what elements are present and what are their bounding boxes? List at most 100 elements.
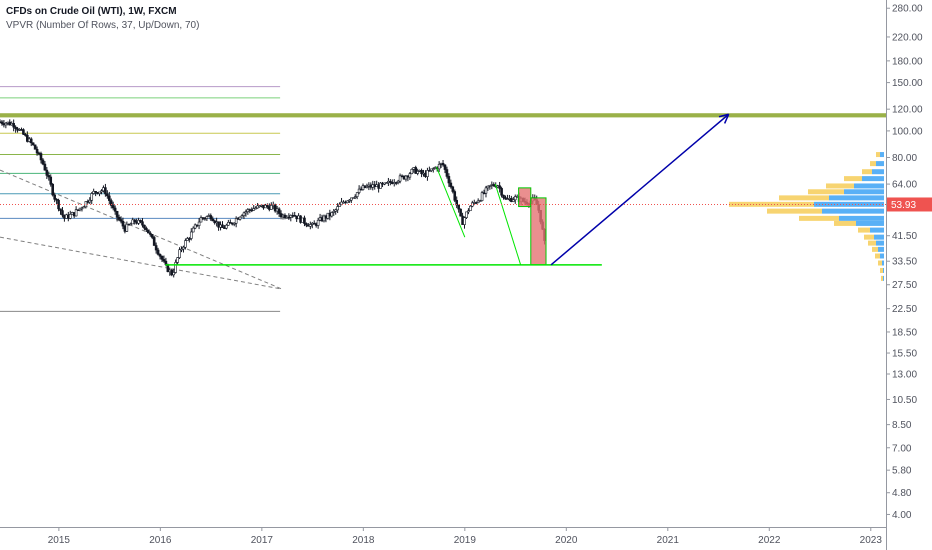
candle-body <box>512 199 515 202</box>
candle-body <box>31 142 35 146</box>
volume-profile-up-bar <box>839 215 884 221</box>
y-tick-label: 4.00 <box>892 510 912 521</box>
candle-body <box>498 185 501 189</box>
volume-profile-up-bar <box>883 267 884 273</box>
candle-body <box>29 138 33 144</box>
candle-body <box>283 214 287 218</box>
y-tick-label: 13.00 <box>892 370 917 381</box>
chart-legend: CFDs on Crude Oil (WTI), 1W, FXCM VPVR (… <box>6 5 199 33</box>
candle-body <box>408 173 412 178</box>
candle-body <box>209 215 213 220</box>
candle-body <box>232 222 236 225</box>
candle-body <box>353 196 357 198</box>
candle-body <box>445 169 449 177</box>
candle-body <box>41 159 45 165</box>
x-tick-label: 2016 <box>149 535 172 546</box>
candle-body <box>156 249 160 255</box>
candle-body <box>24 134 27 136</box>
candle-body <box>420 170 423 175</box>
price-badge <box>887 197 932 212</box>
candle-body <box>385 182 388 184</box>
candle-body <box>500 188 503 196</box>
candle-body <box>22 129 25 135</box>
candle-body <box>365 186 369 188</box>
candle-body <box>47 175 51 178</box>
volume-profile-down-bar <box>880 267 883 273</box>
candle-body <box>14 126 17 129</box>
candle-body <box>348 199 351 202</box>
candle-body <box>125 223 129 232</box>
candle-body <box>478 200 482 202</box>
y-tick-label: 150.00 <box>892 78 923 89</box>
y-tick-label: 22.50 <box>892 304 917 315</box>
candle-body <box>133 219 136 223</box>
candle-body <box>273 204 277 212</box>
volume-profile-up-bar <box>829 195 884 201</box>
candle-body <box>350 197 353 201</box>
candle-body <box>426 170 429 177</box>
candle-body <box>492 184 496 187</box>
candle-body <box>160 255 164 260</box>
volume-profile-up-bar <box>822 208 884 214</box>
candle-body <box>211 218 215 222</box>
y-tick-label: 4.80 <box>892 488 912 499</box>
candle-body <box>449 182 453 188</box>
candle-body <box>143 224 146 229</box>
candle-body <box>164 260 168 265</box>
candle-body <box>80 207 84 210</box>
volume-profile-up-bar <box>862 176 884 182</box>
volume-profile-up-bar <box>844 189 884 195</box>
y-tick-label: 64.00 <box>892 180 917 191</box>
y-tick-label: 120.00 <box>892 105 923 116</box>
candle-body <box>152 237 156 246</box>
candle-body <box>45 169 49 176</box>
candle-body <box>107 195 111 201</box>
volume-profile-down-bar <box>862 169 872 175</box>
volume-profile-up-bar <box>880 152 884 158</box>
candle-body <box>106 193 109 197</box>
candle-body <box>389 180 392 183</box>
candle-body <box>49 176 53 185</box>
candle-body <box>184 240 187 248</box>
candle-body <box>121 220 125 227</box>
volume-profile-down-bar <box>834 220 856 226</box>
candle-body <box>205 216 209 219</box>
candle-body <box>447 176 451 184</box>
candle-body <box>252 208 256 211</box>
volume-profile-down-bar <box>767 208 822 214</box>
volume-profile-down-bar <box>870 161 876 167</box>
x-tick-label: 2023 <box>860 535 883 546</box>
candle-body <box>43 163 47 171</box>
candle-body <box>457 204 460 210</box>
candle-body <box>396 180 400 183</box>
candle-body <box>90 193 94 201</box>
candle-body <box>141 221 144 226</box>
candle-body <box>113 207 117 212</box>
volume-profile-up-bar <box>854 183 884 189</box>
candle-body <box>12 123 15 128</box>
candle-body <box>88 199 92 203</box>
candle-body <box>336 206 339 211</box>
y-tick-label: 41.50 <box>892 231 917 242</box>
candle-body <box>244 211 248 214</box>
symbol-title[interactable]: CFDs on Crude Oil (WTI), 1W, FXCM <box>6 6 177 17</box>
candle-body <box>234 218 238 224</box>
volume-profile-down-bar <box>875 253 880 259</box>
candle-body <box>269 205 273 210</box>
target-arrow-line <box>550 113 730 266</box>
volume-profile-up-bar <box>870 227 884 233</box>
candle-body <box>351 197 355 199</box>
candle-body <box>340 201 343 206</box>
volume-profile-down-bar <box>868 240 876 246</box>
candle-body <box>53 194 56 200</box>
volume-profile-down-bar <box>858 227 870 233</box>
indicator-label[interactable]: VPVR (Number Of Rows, 37, Up/Down, 70) <box>6 20 200 31</box>
volume-profile-up-bar <box>880 253 884 259</box>
candle-body <box>355 192 359 197</box>
candle-body <box>474 202 478 204</box>
candle-body <box>0 121 4 124</box>
candle-body <box>428 170 431 172</box>
candle-body <box>39 153 43 161</box>
